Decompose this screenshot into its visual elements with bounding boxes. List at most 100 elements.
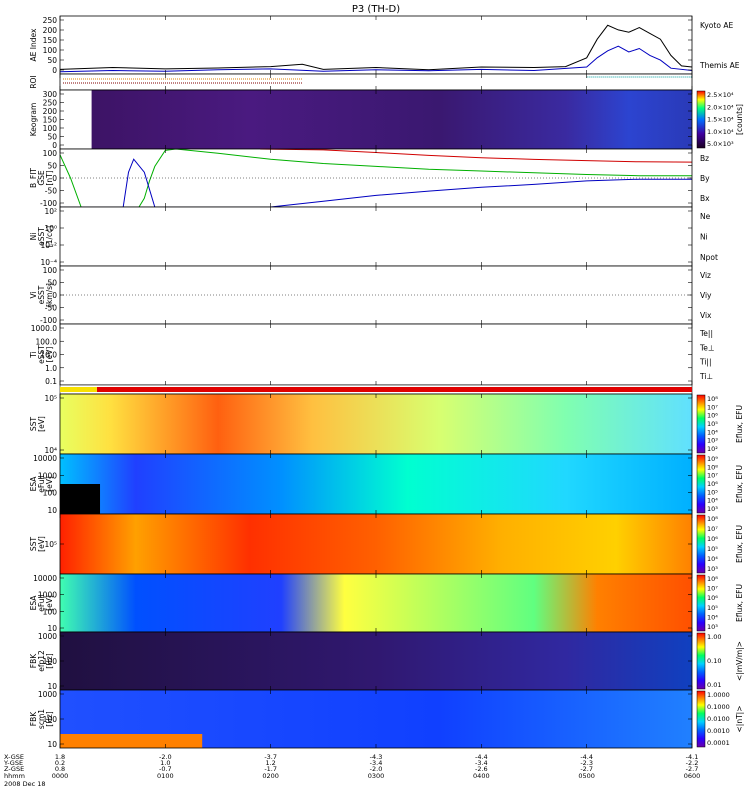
colorbar-tick-label: 1.5×10⁴ — [707, 116, 734, 124]
colorbar-tick-label: 10⁴ — [707, 613, 718, 621]
ephemeris-value: -0.7 — [159, 765, 172, 773]
y-axis-label: AE Index — [29, 28, 38, 61]
ephemeris-value: 1.0 — [160, 759, 170, 767]
colorbar-tick-label: 10⁴ — [707, 428, 718, 436]
colorbar-tick-label: 0.0001 — [707, 739, 730, 747]
y-tick-label: 300 — [43, 90, 58, 99]
colorbar-label: Eflux, EFU — [735, 465, 744, 503]
y-axis-label: [Hz] — [45, 653, 54, 669]
y-axis-label: [Hz] — [45, 711, 54, 727]
esa-nodata — [60, 484, 101, 514]
y-tick-label: 100 — [43, 607, 58, 616]
y-axis-label: [km/s] — [45, 283, 54, 307]
colorbar-tick-label: 10⁷ — [707, 525, 718, 533]
y-axis-label: Vi — [29, 291, 38, 298]
colorbar-tick-label: 0.01 — [707, 681, 721, 689]
legend-entry: Ti⊥ — [699, 372, 713, 381]
y-tick-label: 10⁵ — [44, 540, 57, 549]
colorbar-tick-label: 10³ — [707, 623, 718, 631]
x-tick-label: 0600 — [684, 772, 701, 780]
colorbar-tick-label: 10³ — [707, 505, 718, 513]
y-tick-label: 50 — [47, 279, 57, 288]
y-tick-label: 100 — [43, 715, 58, 724]
x-tick-label: 0500 — [578, 772, 595, 780]
colorbar-tick-label: 10⁸ — [707, 515, 718, 523]
colorbar-label: <|mV/m|> — [735, 641, 744, 681]
ephemeris-value: -2.2 — [686, 759, 699, 767]
colorbar — [696, 394, 706, 454]
colorbar-tick-label: 10³ — [707, 437, 718, 445]
y-axis-label: ROI — [29, 75, 38, 88]
colorbar-tick-label: 10⁴ — [707, 497, 718, 505]
colorbar-tick-label: 10⁴ — [707, 555, 718, 563]
y-tick-label: 10.0 — [40, 351, 57, 360]
panel-background — [60, 454, 692, 514]
y-axis-label: scm1 — [37, 709, 46, 729]
colorbar-tick-label: 10⁷ — [707, 403, 718, 411]
y-axis-label: [eV] — [45, 476, 54, 492]
colorbar-tick-label: 10⁵ — [707, 604, 718, 612]
legend-entry: Ni — [700, 233, 708, 242]
y-tick-label: 10000 — [33, 454, 57, 463]
y-tick-label: 100 — [43, 489, 58, 498]
panel-background — [60, 16, 692, 74]
colorbar-tick-label: 10⁶ — [707, 412, 718, 420]
y-tick-label: 100 — [43, 46, 58, 55]
y-axis-label: Ni — [29, 233, 38, 241]
ephemeris-value: -2.3 — [580, 759, 593, 767]
colorbar-tick-label: 1.0×10⁴ — [707, 128, 734, 136]
ephemeris-value: -4.4 — [475, 753, 488, 761]
colorbar — [696, 454, 706, 514]
y-tick-label: 50 — [47, 133, 57, 142]
y-tick-label: 150 — [43, 36, 58, 45]
panel-background — [60, 74, 692, 90]
y-axis-label: [eV] — [37, 416, 46, 432]
colorbar-tick-label: 10⁵ — [707, 420, 718, 428]
y-axis-label: Ti — [29, 351, 38, 358]
y-tick-label: 1000 — [38, 690, 57, 699]
y-tick-label: -100 — [40, 199, 57, 208]
colorbar-tick-label: 0.1000 — [707, 703, 730, 711]
y-tick-label: 100 — [43, 124, 58, 133]
y-axis-label: ESA — [29, 595, 38, 611]
colorbar-tick-label: 0.0010 — [707, 727, 730, 735]
y-axis-label: GSE — [37, 170, 46, 186]
y-axis-label: [1/cc] — [45, 226, 54, 247]
panel-background — [60, 632, 692, 690]
y-tick-label: 100 — [43, 266, 58, 275]
y-axis-label: eFull — [37, 594, 46, 611]
date-label: 2008 Dec 18 — [4, 780, 46, 788]
y-tick-label: 10⁴ — [44, 446, 57, 455]
colorbar-tick-label: 10⁵ — [707, 545, 718, 553]
ephemeris-label: Z-GSE — [4, 765, 24, 773]
colorbar-tick-label: 0.0100 — [707, 715, 730, 723]
colorbar-tick-label: 10³ — [707, 565, 718, 573]
y-axis-label: eSST — [37, 227, 46, 246]
y-tick-label: 100 — [43, 149, 58, 158]
ephemeris-label: Y-GSE — [3, 759, 23, 767]
y-tick-label: 10⁵ — [44, 394, 57, 403]
legend-entry: Ti|| — [699, 358, 712, 367]
ephemeris-value: 0.8 — [55, 765, 65, 773]
colorbar — [696, 90, 706, 149]
y-axis-label: Keogram — [29, 103, 38, 137]
x-tick-label: 0400 — [473, 772, 490, 780]
ephemeris-value: 0.2 — [55, 759, 65, 767]
y-tick-label: -50 — [45, 187, 57, 196]
y-tick-label: 10 — [47, 506, 57, 515]
colorbar-tick-label: 10⁸ — [707, 463, 718, 471]
x-tick-label: 0000 — [52, 772, 69, 780]
colorbar-tick-label: 10⁵ — [707, 488, 718, 496]
y-tick-label: 1000 — [38, 632, 57, 641]
y-axis-label: [eV] — [45, 347, 54, 363]
y-tick-label: 10 — [47, 740, 57, 749]
legend-entry: Bz — [700, 154, 709, 163]
panel-background — [60, 394, 692, 454]
colorbar-tick-label: 2.0×10⁴ — [707, 103, 734, 111]
legend-entry: Te|| — [699, 329, 713, 338]
series-line — [59, 24, 693, 71]
x-tick-label: 0100 — [157, 772, 174, 780]
y-tick-label: 0 — [52, 174, 57, 183]
y-axis-label: eSST — [37, 345, 46, 364]
y-tick-label: 10² — [44, 207, 57, 216]
